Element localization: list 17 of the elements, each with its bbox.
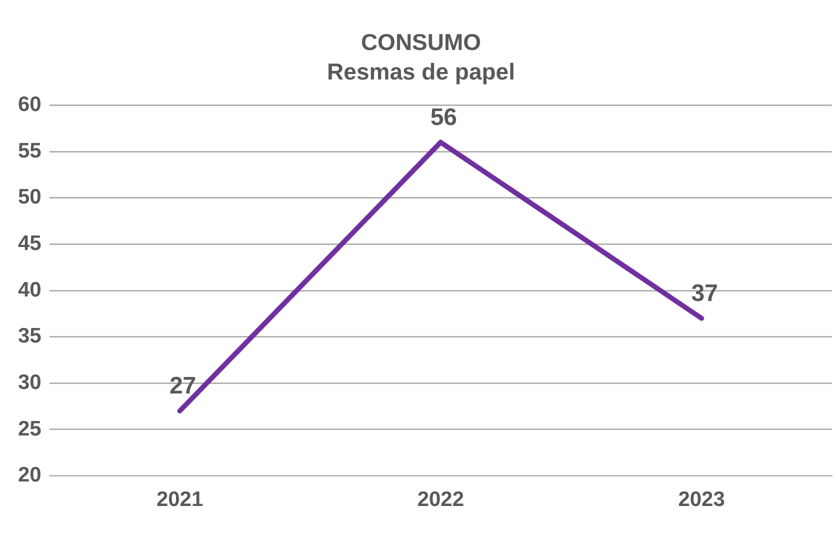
x-tick-label: 2022 <box>417 488 464 512</box>
x-tick-label: 2023 <box>678 488 725 512</box>
chart-title: CONSUMO <box>360 29 482 56</box>
y-tick-label: 40 <box>18 278 42 302</box>
chart-subtitle: Resmas de papel <box>327 58 515 85</box>
y-tick-label: 45 <box>18 232 42 255</box>
y-tick-label: 30 <box>18 370 42 394</box>
y-tick-label: 20 <box>18 464 42 487</box>
y-tick-label: 25 <box>18 417 42 440</box>
y-tick-label: 35 <box>18 324 42 348</box>
y-tick-label: 60 <box>18 92 42 116</box>
data-label: 37 <box>691 280 718 307</box>
y-tick-label: 50 <box>18 186 42 209</box>
y-tick-label: 55 <box>18 139 42 162</box>
data-label: 27 <box>169 372 196 400</box>
x-tick-label: 2021 <box>156 488 204 512</box>
data-label: 56 <box>430 104 458 131</box>
